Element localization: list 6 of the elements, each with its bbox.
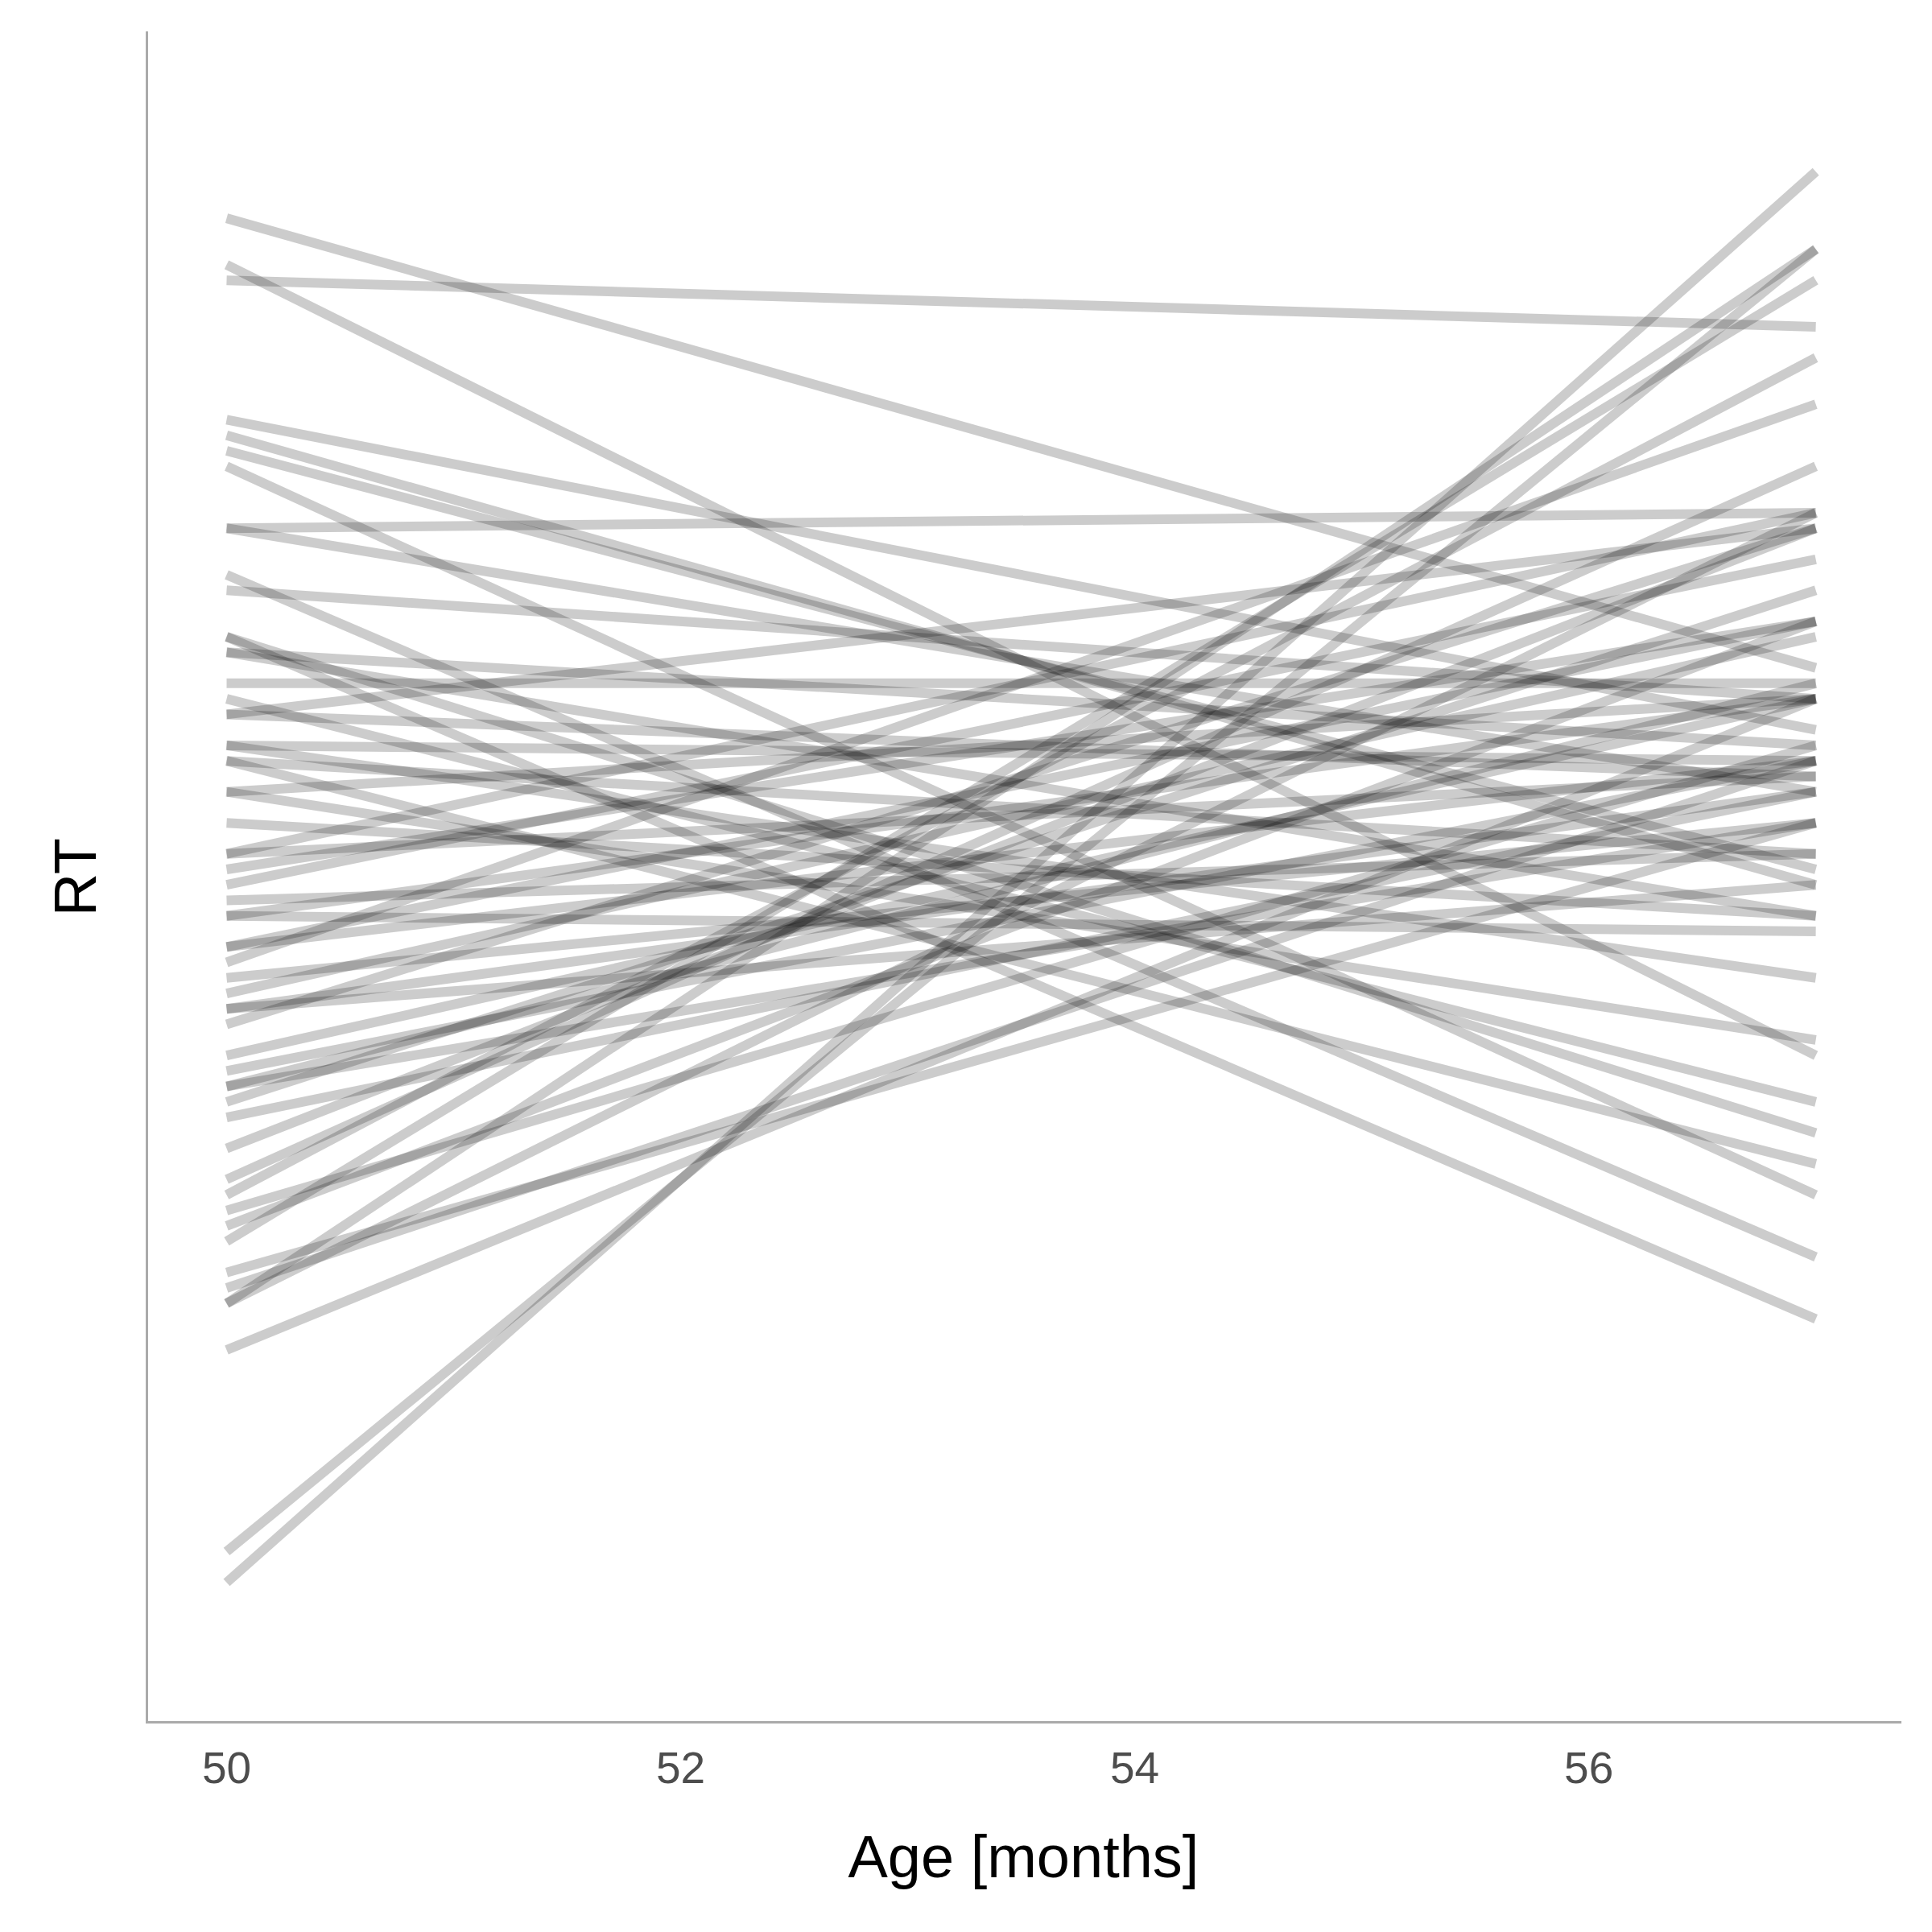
x-tick-label: 50: [201, 1743, 252, 1794]
x-axis-title: Age [months]: [848, 1823, 1199, 1891]
x-tick-label: 56: [1564, 1743, 1614, 1794]
x-tick-label: 52: [655, 1743, 706, 1794]
y-axis-title: RT: [41, 837, 109, 917]
x-tick-label: 54: [1110, 1743, 1160, 1794]
